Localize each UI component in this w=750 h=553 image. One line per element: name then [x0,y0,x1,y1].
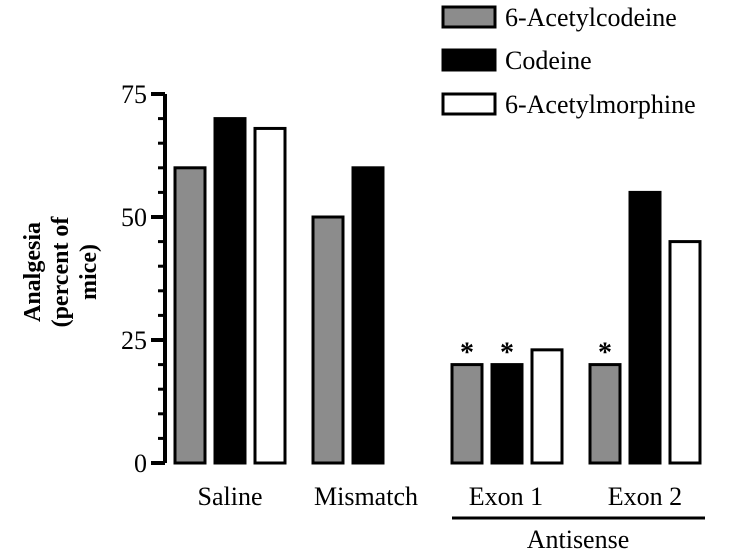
bar [173,166,207,465]
bar [450,363,484,465]
legend-swatch [441,48,497,72]
legend-swatch [441,92,497,116]
y-axis-title-line: (percent of [48,216,74,328]
y-tick-label: 0 [134,449,147,478]
category-label: Exon 1 [469,482,543,511]
significance-markers: * * * [460,338,612,369]
bar [311,215,345,465]
bar [213,117,247,465]
significance-star: * [500,338,514,369]
y-axis-label: Analgesia(percent ofmice) [20,216,102,328]
group-bracket: Antisense [452,516,705,553]
bar [351,166,385,465]
bars [173,117,702,465]
bar [490,363,524,465]
bar [588,363,622,465]
bar [530,348,564,465]
legend: 6-Acetylcodeine Codeine 6-Acetylmorphine [441,3,696,119]
category-label: Exon 2 [608,482,682,511]
bar [253,126,287,465]
group-label: Antisense [527,525,630,553]
y-axis-title-line: Analgesia [20,222,46,322]
bar [628,190,662,465]
y-axis: 0 25 50 75 [121,80,167,478]
y-tick-label: 75 [121,80,147,109]
bar [668,240,702,465]
legend-label: 6-Acetylmorphine [505,90,696,119]
y-axis-title-line: mice) [76,244,102,300]
category-label: Mismatch [314,482,418,511]
legend-swatch [441,5,497,29]
significance-star: * [598,338,612,369]
y-tick-label: 50 [121,203,147,232]
category-label: Saline [198,482,263,511]
legend-label: Codeine [505,46,592,75]
category-labels: Saline Mismatch Exon 1 Exon 2 [198,482,683,511]
y-tick-label: 25 [121,326,147,355]
significance-star: * [460,338,474,369]
legend-label: 6-Acetylcodeine [505,3,677,32]
y-axis-title: Analgesia(percent ofmice) [20,216,102,328]
